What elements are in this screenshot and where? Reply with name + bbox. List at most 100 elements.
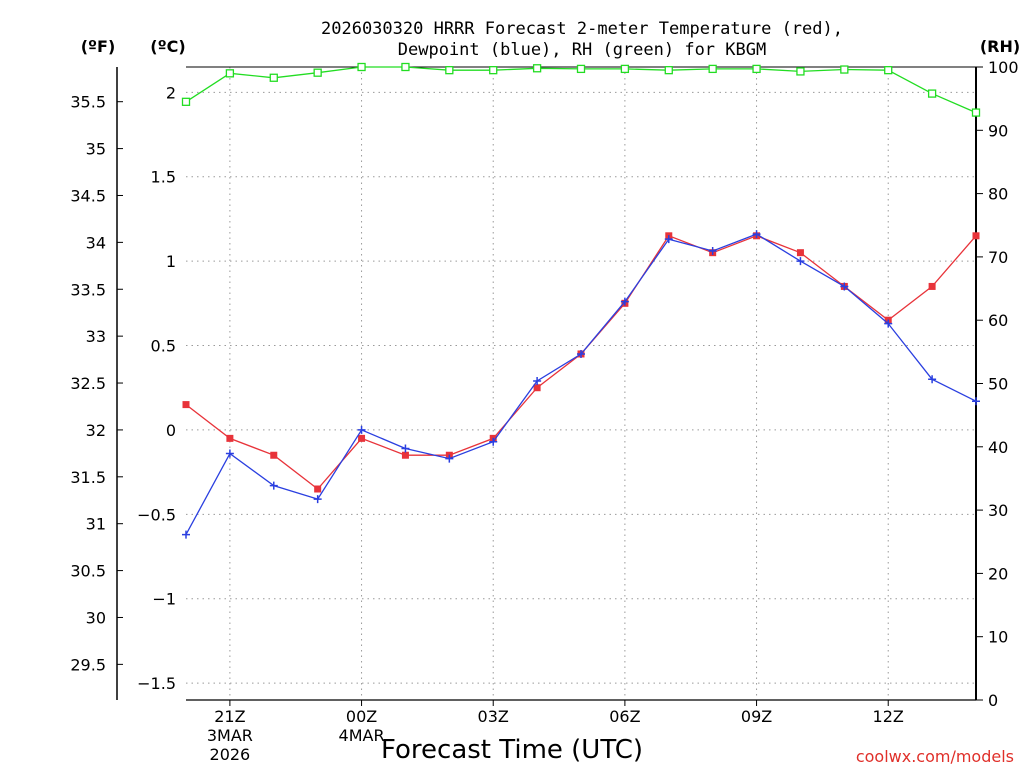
rh-point [181, 97, 191, 106]
dewpoint-point [664, 235, 673, 244]
temperature-point [972, 232, 980, 240]
chart-title-line1: 2026030320 HRRR Forecast 2-meter Tempera… [321, 19, 843, 39]
gridlines [186, 67, 976, 700]
dewpoint-point [796, 257, 805, 266]
rh-point [401, 62, 410, 72]
x-tick-label: 12Z [873, 707, 904, 726]
x-tick-label: 21Z [214, 707, 245, 726]
temperature-point [226, 434, 234, 442]
rh-tick-label: 50 [988, 375, 1008, 394]
x-axis-title: Forecast Time (UTC) [381, 735, 643, 765]
rh-point [576, 64, 586, 74]
temperature-point [270, 451, 278, 459]
rh-point [971, 108, 981, 117]
dewpoint-point [489, 437, 498, 446]
rh-tick-label: 10 [988, 628, 1008, 647]
rh-tick-label: 0 [988, 691, 998, 710]
fahrenheit-tick-label: 34 [86, 233, 106, 252]
celsius-tick-label: −1 [152, 590, 176, 609]
dewpoint-point [445, 454, 454, 463]
dewpoint-point [577, 349, 585, 358]
celsius-tick-label: 0 [166, 421, 176, 440]
dewpoint-point [357, 425, 366, 434]
temperature-point [182, 401, 190, 409]
dewpoint-point [752, 230, 761, 239]
temperature-line [185, 235, 977, 490]
rh-point [708, 64, 717, 74]
fahrenheit-tick-label: 32.5 [70, 374, 106, 393]
dewpoint-point [708, 246, 717, 255]
temperature-point [796, 249, 804, 257]
rh-point [489, 66, 498, 75]
rh-point [884, 66, 893, 75]
temperature-point [533, 384, 541, 392]
fahrenheit-tick-label: 30 [86, 608, 106, 627]
x-date-label: 4MAR [339, 726, 385, 745]
rh-point [445, 66, 454, 75]
dewpoint-point [972, 397, 980, 406]
dewpoint-line [185, 233, 977, 535]
fahrenheit-tick-label: 33.5 [70, 280, 106, 299]
rh-point [225, 69, 235, 78]
rh-unit-label: (RH) [980, 37, 1020, 56]
dewpoint-point [620, 297, 629, 306]
credit-label: coolwx.com/models [856, 747, 1014, 766]
fahrenheit-unit-label: (ºF) [81, 37, 116, 56]
temperature-point [401, 451, 409, 459]
rh-point [796, 67, 805, 76]
rh-tick-label: 60 [988, 311, 1008, 330]
x-tick-label: 00Z [346, 707, 377, 726]
temperature-point [928, 282, 936, 290]
dewpoint-point [401, 444, 410, 453]
rh-point [532, 64, 542, 73]
fahrenheit-tick-label: 34.5 [70, 186, 106, 205]
x-tick-label: 06Z [609, 707, 640, 726]
rh-point [664, 66, 673, 75]
rh-point [620, 64, 630, 74]
fahrenheit-tick-label: 35.5 [70, 93, 106, 112]
rh-tick-label: 70 [988, 248, 1008, 267]
celsius-unit-label: (ºC) [150, 37, 185, 56]
temperature-point [314, 485, 322, 493]
x-tick-label: 09Z [741, 707, 772, 726]
fahrenheit-tick-label: 32 [86, 421, 106, 440]
rh-tick-label: 20 [988, 564, 1008, 583]
rh-tick-label: 80 [988, 185, 1008, 204]
celsius-tick-label: 2 [166, 83, 176, 102]
fahrenheit-tick-label: 33 [86, 327, 106, 346]
chart-title-line2: Dewpoint (blue), RH (green) for KBGM [398, 40, 766, 60]
rh-point [927, 89, 937, 98]
celsius-tick-label: −0.5 [137, 505, 176, 524]
rh-tick-label: 100 [988, 58, 1019, 77]
x-date-label: 3MAR [207, 726, 253, 745]
dewpoint-point [269, 481, 278, 490]
dewpoint-point [928, 375, 937, 384]
rh-point [357, 62, 366, 72]
celsius-axis: 2 1.5 1 0.5 0 −0.5 −1 −1.5 [137, 83, 176, 693]
rh-point [269, 73, 278, 82]
rh-point [313, 68, 322, 77]
fahrenheit-tick-label: 31 [86, 515, 106, 534]
series-group [181, 62, 981, 539]
fahrenheit-tick-label: 35 [86, 140, 106, 159]
fahrenheit-axis: 35.5 35 34.5 34 33.5 33 32.5 32 31.5 31 30.5 30 29.5 [70, 93, 123, 674]
dewpoint-point [840, 282, 849, 291]
rh-tick-label: 30 [988, 501, 1008, 520]
x-tick-label: 03Z [478, 707, 509, 726]
rh-tick-label: 90 [988, 121, 1008, 140]
dewpoint-point [533, 376, 542, 385]
dewpoint-point [884, 319, 893, 328]
rh-tick-label: 40 [988, 438, 1008, 457]
axes [116, 66, 977, 701]
rh-point [752, 64, 761, 74]
dewpoint-point [313, 495, 322, 504]
dewpoint-point [225, 449, 234, 458]
rh-point [840, 65, 849, 74]
temperature-point [358, 434, 366, 442]
celsius-tick-label: 1 [166, 252, 176, 271]
dewpoint-point [182, 530, 190, 539]
celsius-tick-label: −1.5 [137, 674, 176, 693]
